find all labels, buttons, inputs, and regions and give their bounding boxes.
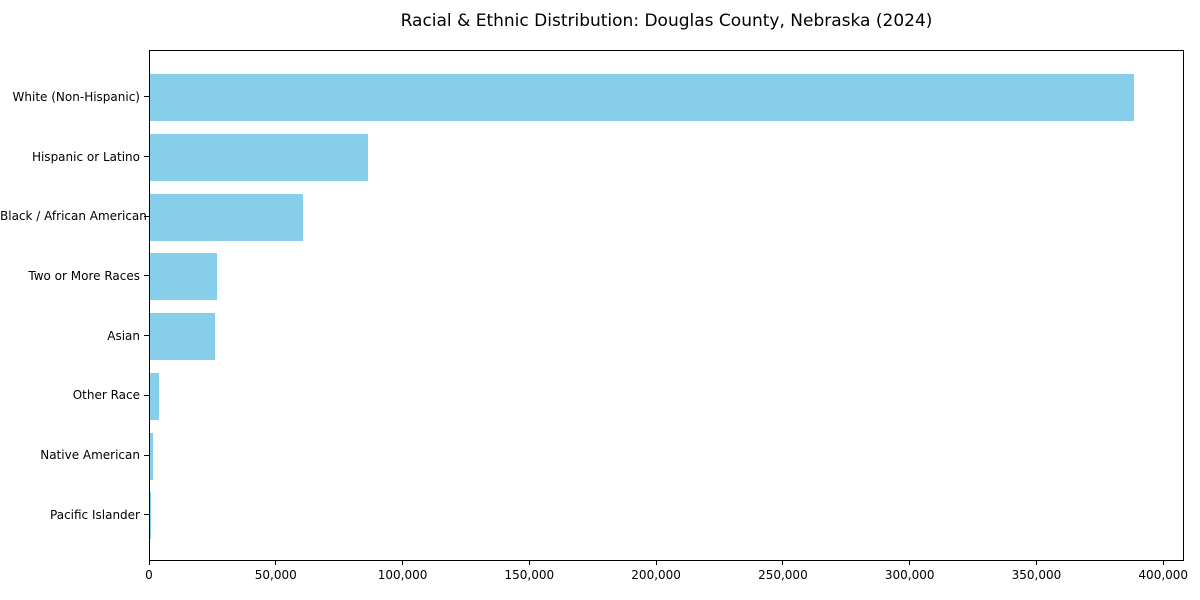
bar xyxy=(150,432,154,480)
x-tick xyxy=(402,561,404,565)
chart-title: Racial & Ethnic Distribution: Douglas Co… xyxy=(400,11,933,31)
y-tick xyxy=(144,394,149,396)
y-tick-label: Other Race xyxy=(72,388,140,403)
y-tick xyxy=(144,335,149,337)
bar xyxy=(150,134,369,182)
x-tick-label: 50,000 xyxy=(254,568,297,582)
x-tick-label: 250,000 xyxy=(758,568,808,582)
y-tick xyxy=(144,275,149,277)
x-tick xyxy=(909,561,911,565)
y-tick-label: White (Non-Hispanic) xyxy=(12,89,140,104)
y-tick-label: Asian xyxy=(107,328,140,343)
x-tick xyxy=(1035,561,1037,565)
y-tick xyxy=(144,156,149,158)
x-tick xyxy=(275,561,277,565)
bar xyxy=(150,492,151,540)
x-tick-label: 350,000 xyxy=(1011,568,1062,582)
bar xyxy=(150,193,304,241)
x-tick xyxy=(782,561,784,565)
x-tick xyxy=(528,561,530,565)
bar xyxy=(150,74,1134,122)
y-tick xyxy=(144,96,149,98)
y-tick-label: Hispanic or Latino xyxy=(31,149,140,164)
y-tick-label: Two or More Races xyxy=(28,268,140,283)
plot-area xyxy=(149,50,1184,561)
bar xyxy=(150,313,216,361)
y-tick-label: Pacific Islander xyxy=(50,507,140,522)
x-tick xyxy=(655,561,657,565)
x-tick-label: 400,000 xyxy=(1138,568,1189,582)
bar xyxy=(150,253,217,301)
y-tick xyxy=(144,514,149,516)
x-tick-label: 150,000 xyxy=(504,568,555,582)
x-tick-label: 100,000 xyxy=(377,568,428,582)
x-tick xyxy=(1162,561,1164,565)
x-tick-label: 0 xyxy=(145,568,153,582)
bar xyxy=(150,372,160,420)
y-tick-label: Black / African American xyxy=(0,209,147,224)
x-tick-label: 200,000 xyxy=(631,568,681,582)
x-tick-label: 300,000 xyxy=(884,568,935,582)
y-tick-label: Native American xyxy=(40,448,140,463)
x-tick xyxy=(148,561,150,565)
y-tick xyxy=(144,215,149,217)
y-tick xyxy=(144,454,149,456)
